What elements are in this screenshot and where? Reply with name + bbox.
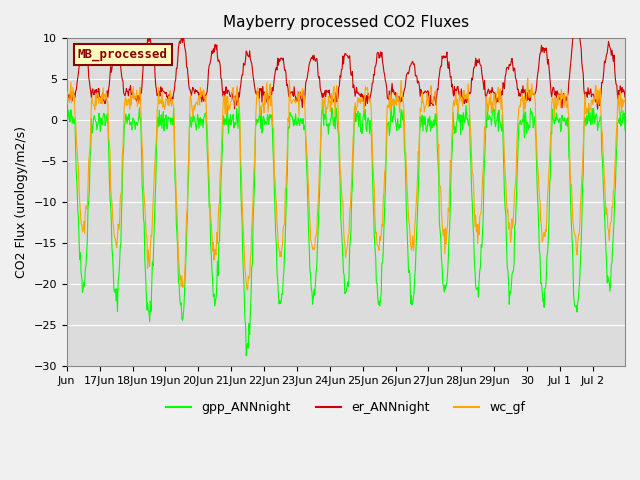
Y-axis label: CO2 Flux (urology/m2/s): CO2 Flux (urology/m2/s) <box>15 126 28 278</box>
Title: Mayberry processed CO2 Fluxes: Mayberry processed CO2 Fluxes <box>223 15 469 30</box>
Text: MB_processed: MB_processed <box>78 48 168 61</box>
Legend: gpp_ANNnight, er_ANNnight, wc_gf: gpp_ANNnight, er_ANNnight, wc_gf <box>161 396 531 419</box>
